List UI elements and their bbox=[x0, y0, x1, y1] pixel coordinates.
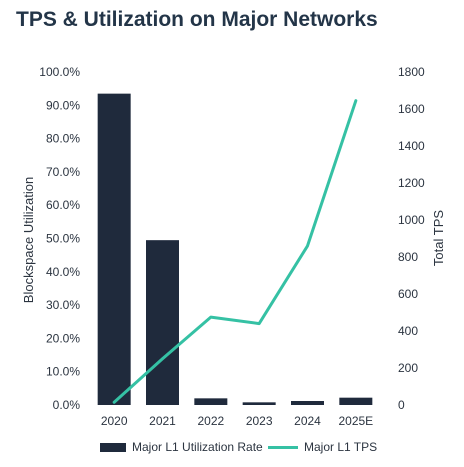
bar-2021 bbox=[146, 240, 179, 405]
legend-label-tps: Major L1 TPS bbox=[304, 440, 378, 454]
y-tick-label: 80.0% bbox=[46, 132, 80, 146]
y-tick-label: 40.0% bbox=[46, 265, 80, 279]
legend-label-utilization: Major L1 Utilization Rate bbox=[132, 440, 263, 454]
y-tick-label: 90.0% bbox=[46, 98, 80, 112]
bar-2020 bbox=[97, 93, 131, 406]
y2-tick-label: 1000 bbox=[398, 213, 425, 227]
y2-tick-label: 0 bbox=[398, 398, 405, 412]
x-tick-label: 2020 bbox=[101, 414, 128, 428]
legend-line-swatch bbox=[268, 445, 298, 449]
x-tick-label: 2022 bbox=[197, 414, 224, 428]
y2-tick-label: 1200 bbox=[398, 176, 425, 190]
y-tick-label: 100.0% bbox=[39, 65, 80, 79]
y2-tick-label: 800 bbox=[398, 250, 418, 264]
chart-title: TPS & Utilization on Major Networks bbox=[16, 8, 378, 31]
y-tick-label: 0.0% bbox=[53, 398, 81, 412]
tps-line bbox=[112, 99, 358, 404]
y2-tick-label: 1600 bbox=[398, 102, 425, 116]
y2-tick-label: 1400 bbox=[398, 139, 425, 153]
legend-bar-swatch bbox=[100, 442, 126, 452]
x-tick-label: 2024 bbox=[294, 414, 321, 428]
bar-2025E bbox=[339, 397, 373, 405]
y2-tick-label: 1800 bbox=[398, 65, 425, 79]
y2-axis-title: Total TPS bbox=[431, 210, 446, 266]
y-tick-label: 30.0% bbox=[46, 298, 80, 312]
y-axis-title: Blockspace Utilization bbox=[21, 177, 36, 303]
legend-item-tps: Major L1 TPS bbox=[268, 440, 377, 454]
x-tick-label: 2023 bbox=[246, 414, 273, 428]
y2-tick-label: 600 bbox=[398, 287, 418, 301]
bar-2023 bbox=[242, 402, 276, 405]
x-tick-label: 2021 bbox=[149, 414, 176, 428]
y2-tick-label: 200 bbox=[398, 361, 418, 375]
y-tick-label: 60.0% bbox=[46, 198, 80, 212]
y-tick-label: 10.0% bbox=[46, 365, 80, 379]
x-tick-label: 2025E bbox=[338, 414, 373, 428]
y-tick-label: 50.0% bbox=[46, 232, 80, 246]
y-tick-label: 20.0% bbox=[46, 331, 80, 345]
y-tick-label: 70.0% bbox=[46, 165, 80, 179]
bar-2024 bbox=[291, 401, 324, 405]
bar-2022 bbox=[194, 398, 228, 405]
legend-item-utilization: Major L1 Utilization Rate bbox=[100, 440, 263, 454]
y2-tick-label: 400 bbox=[398, 324, 418, 338]
